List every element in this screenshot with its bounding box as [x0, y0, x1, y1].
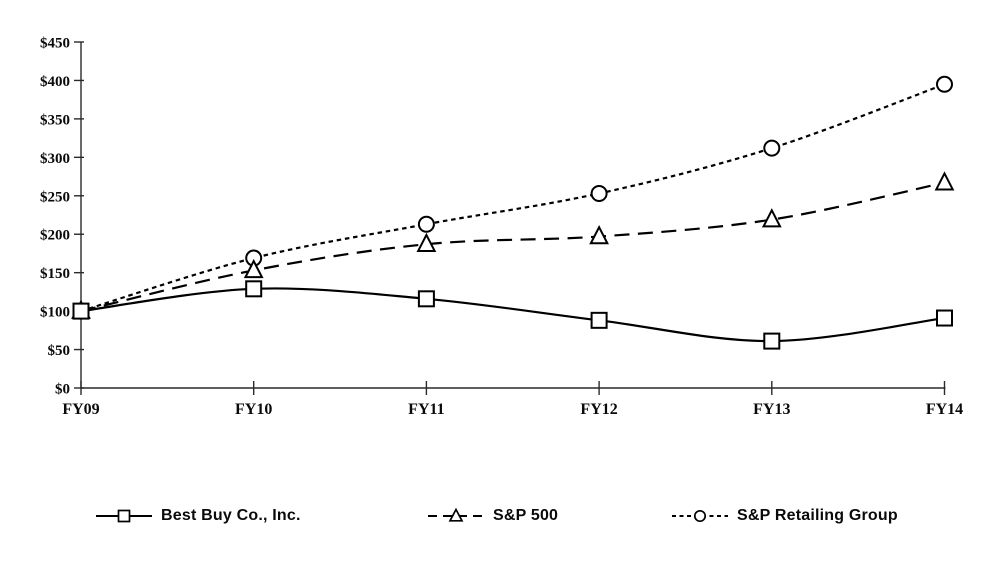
legend-sample-marker-circle [693, 509, 707, 523]
x-tick-label: FY12 [580, 401, 617, 418]
legend-item-best-buy: Best Buy Co., Inc. [96, 503, 301, 529]
series-line-s-p-retailing-group [80, 83, 945, 313]
marker-circle-fy14 [936, 75, 953, 93]
y-tick-label: $100 [40, 305, 70, 321]
x-tick-label: FY09 [62, 401, 99, 418]
marker-circle-fy12 [590, 184, 608, 202]
x-tick-label: FY13 [753, 401, 790, 418]
y-tick-label: $0 [55, 382, 70, 398]
y-tick-label: $300 [40, 151, 70, 167]
y-tick-label: $250 [40, 189, 70, 205]
marker-triangle-fy10 [243, 258, 264, 279]
series-line-best-buy-co-inc [80, 287, 945, 343]
series-line-s-p-500 [80, 181, 945, 313]
x-tick-label: FY10 [235, 401, 272, 418]
performance-line-chart: $0 $50 $100 $150 $200 $250 $300 $350 $400 $450 FY0… [40, 36, 963, 419]
marker-square-fy09 [72, 302, 90, 320]
marker-square-fy13 [763, 332, 781, 350]
y-tick-label: $400 [40, 74, 70, 90]
y-tick-label: $200 [40, 228, 70, 244]
legend-label: Best Buy Co., Inc. [161, 507, 301, 524]
marker-triangle-fy12 [589, 225, 609, 245]
y-tick-label: $50 [48, 343, 71, 359]
marker-triangle-fy14 [934, 171, 955, 191]
legend-line-sample-square [96, 509, 152, 523]
y-tick-label: $150 [40, 266, 70, 282]
legend-sample-marker-square [117, 509, 131, 523]
marker-square-fy12 [590, 311, 608, 329]
legend-item-sp-retailing-group: S&P Retailing Group [672, 503, 898, 529]
marker-triangle-fy13 [761, 208, 782, 228]
legend-item-sp-500: S&P 500 [428, 503, 558, 529]
marker-circle-fy11 [417, 215, 435, 233]
marker-square-fy14 [936, 309, 953, 327]
legend-label: S&P Retailing Group [737, 507, 898, 524]
y-tick-label: $350 [40, 112, 70, 128]
y-tick-label: $450 [40, 36, 70, 52]
marker-square-fy10 [245, 280, 263, 298]
legend-line-sample-triangle [428, 507, 484, 522]
legend-line-sample-circle [672, 509, 728, 523]
legend-label: S&P 500 [493, 507, 559, 524]
x-tick-label: FY14 [926, 401, 963, 418]
x-tick-label: FY11 [408, 401, 444, 418]
marker-circle-fy13 [763, 139, 781, 157]
chart-legend: Best Buy Co., Inc. S&P 500 S&P Retailing… [0, 503, 1007, 529]
marker-square-fy11 [417, 290, 435, 308]
marker-triangle-fy11 [416, 232, 437, 252]
legend-sample-marker-triangle [448, 507, 464, 522]
